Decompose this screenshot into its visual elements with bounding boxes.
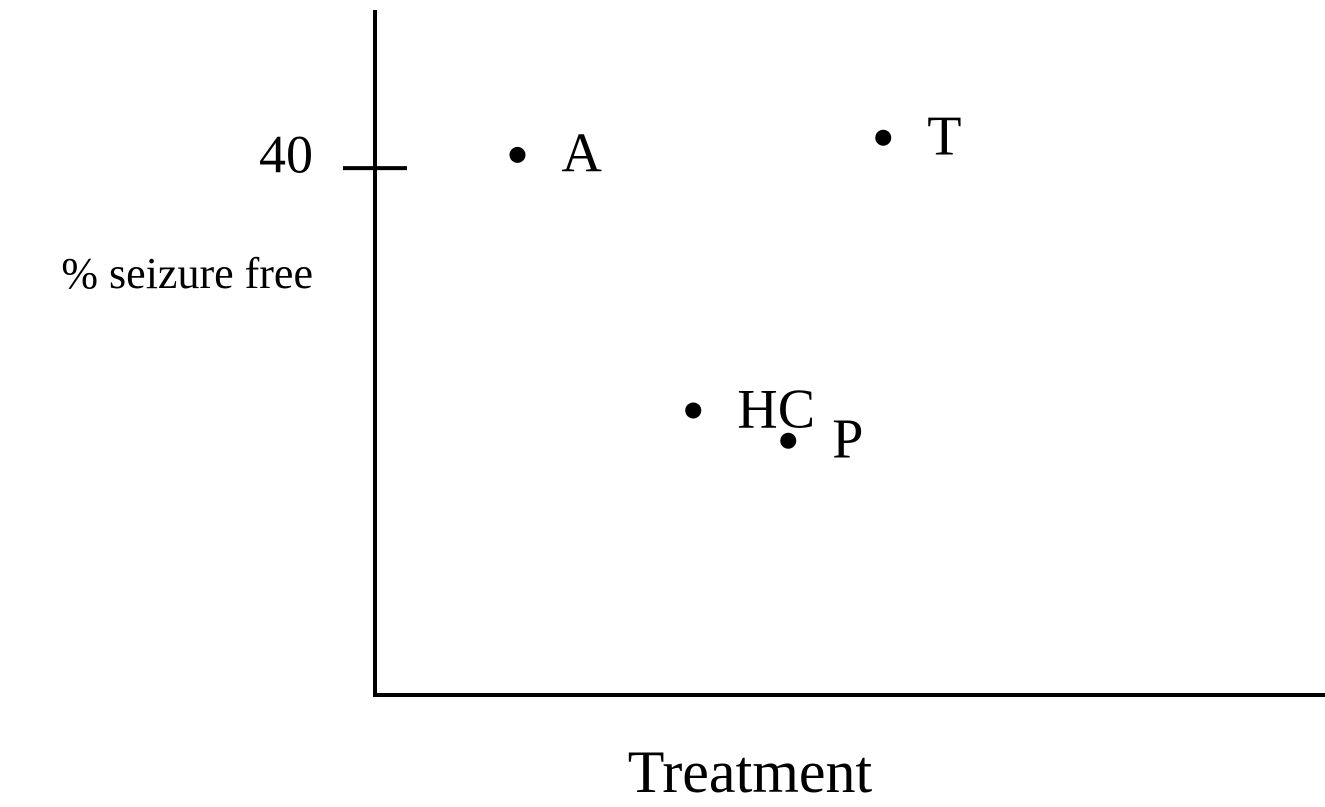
point-label: P <box>832 409 863 471</box>
x-axis-label: Treatment <box>628 739 873 805</box>
point <box>509 146 526 163</box>
point-label: A <box>562 123 603 185</box>
point-label: HC <box>737 378 815 440</box>
point-label: T <box>927 106 961 168</box>
y-tick-label: 40 <box>259 124 313 184</box>
point <box>685 402 702 419</box>
point <box>780 432 797 449</box>
point <box>875 129 892 146</box>
y-axis-label: % seizure free <box>61 249 313 298</box>
